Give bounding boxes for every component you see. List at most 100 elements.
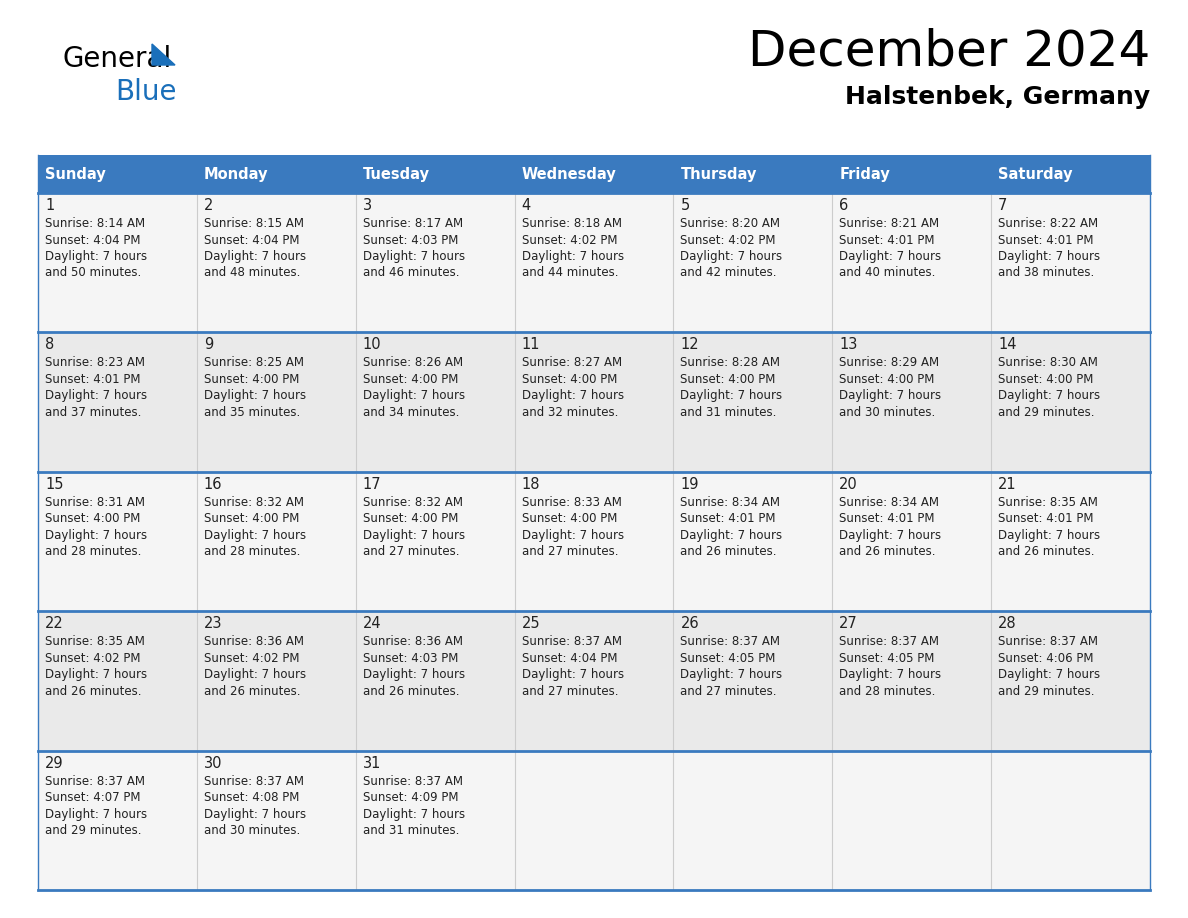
Text: 24: 24 bbox=[362, 616, 381, 632]
Text: 21: 21 bbox=[998, 476, 1017, 492]
Text: and 31 minutes.: and 31 minutes. bbox=[362, 824, 459, 837]
Polygon shape bbox=[152, 44, 175, 65]
Text: Daylight: 7 hours: Daylight: 7 hours bbox=[204, 389, 307, 402]
Text: Daylight: 7 hours: Daylight: 7 hours bbox=[998, 250, 1100, 263]
Text: Sunrise: 8:23 AM: Sunrise: 8:23 AM bbox=[45, 356, 145, 369]
Text: Daylight: 7 hours: Daylight: 7 hours bbox=[45, 389, 147, 402]
Text: Sunrise: 8:34 AM: Sunrise: 8:34 AM bbox=[839, 496, 940, 509]
Text: Daylight: 7 hours: Daylight: 7 hours bbox=[45, 250, 147, 263]
Text: 8: 8 bbox=[45, 338, 55, 353]
Text: 28: 28 bbox=[998, 616, 1017, 632]
Bar bbox=[833, 472, 991, 611]
Text: and 27 minutes.: and 27 minutes. bbox=[681, 685, 777, 698]
Text: Sunrise: 8:26 AM: Sunrise: 8:26 AM bbox=[362, 356, 463, 369]
Text: and 32 minutes.: and 32 minutes. bbox=[522, 406, 618, 419]
Text: and 28 minutes.: and 28 minutes. bbox=[204, 545, 301, 558]
Bar bbox=[674, 611, 833, 751]
Bar bbox=[674, 155, 833, 193]
Text: Sunset: 4:04 PM: Sunset: 4:04 PM bbox=[204, 233, 299, 247]
Bar bbox=[514, 155, 674, 193]
Bar bbox=[991, 751, 1150, 890]
Text: 22: 22 bbox=[45, 616, 64, 632]
Bar bbox=[38, 472, 197, 611]
Text: Sunrise: 8:22 AM: Sunrise: 8:22 AM bbox=[998, 217, 1098, 230]
Bar bbox=[38, 751, 197, 890]
Text: Daylight: 7 hours: Daylight: 7 hours bbox=[522, 668, 624, 681]
Bar bbox=[674, 751, 833, 890]
Text: and 28 minutes.: and 28 minutes. bbox=[839, 685, 936, 698]
Text: 19: 19 bbox=[681, 476, 699, 492]
Text: Daylight: 7 hours: Daylight: 7 hours bbox=[522, 250, 624, 263]
Text: Sunrise: 8:37 AM: Sunrise: 8:37 AM bbox=[839, 635, 940, 648]
Bar bbox=[674, 472, 833, 611]
Text: Sunset: 4:01 PM: Sunset: 4:01 PM bbox=[839, 233, 935, 247]
Text: Sunset: 4:07 PM: Sunset: 4:07 PM bbox=[45, 791, 140, 804]
Text: and 37 minutes.: and 37 minutes. bbox=[45, 406, 141, 419]
Text: Daylight: 7 hours: Daylight: 7 hours bbox=[45, 668, 147, 681]
Bar bbox=[833, 155, 991, 193]
Bar bbox=[355, 155, 514, 193]
Text: Sunrise: 8:37 AM: Sunrise: 8:37 AM bbox=[522, 635, 621, 648]
Text: General: General bbox=[62, 45, 171, 73]
Text: 13: 13 bbox=[839, 338, 858, 353]
Text: Sunset: 4:00 PM: Sunset: 4:00 PM bbox=[204, 373, 299, 386]
Text: Sunset: 4:00 PM: Sunset: 4:00 PM bbox=[522, 373, 617, 386]
Text: Sunrise: 8:37 AM: Sunrise: 8:37 AM bbox=[204, 775, 304, 788]
Bar bbox=[355, 193, 514, 332]
Text: Sunset: 4:01 PM: Sunset: 4:01 PM bbox=[998, 512, 1094, 525]
Text: 4: 4 bbox=[522, 198, 531, 213]
Text: Daylight: 7 hours: Daylight: 7 hours bbox=[681, 668, 783, 681]
Text: Sunrise: 8:35 AM: Sunrise: 8:35 AM bbox=[45, 635, 145, 648]
Text: Sunset: 4:02 PM: Sunset: 4:02 PM bbox=[681, 233, 776, 247]
Bar bbox=[514, 611, 674, 751]
Text: Sunset: 4:08 PM: Sunset: 4:08 PM bbox=[204, 791, 299, 804]
Text: Daylight: 7 hours: Daylight: 7 hours bbox=[998, 389, 1100, 402]
Text: Saturday: Saturday bbox=[998, 166, 1073, 182]
Text: Sunrise: 8:32 AM: Sunrise: 8:32 AM bbox=[204, 496, 304, 509]
Bar bbox=[991, 193, 1150, 332]
Text: Daylight: 7 hours: Daylight: 7 hours bbox=[204, 808, 307, 821]
Text: Sunrise: 8:36 AM: Sunrise: 8:36 AM bbox=[204, 635, 304, 648]
Text: and 26 minutes.: and 26 minutes. bbox=[362, 685, 460, 698]
Text: Sunset: 4:03 PM: Sunset: 4:03 PM bbox=[362, 233, 459, 247]
Text: and 46 minutes.: and 46 minutes. bbox=[362, 266, 460, 279]
Text: Sunset: 4:00 PM: Sunset: 4:00 PM bbox=[839, 373, 935, 386]
Text: Daylight: 7 hours: Daylight: 7 hours bbox=[839, 668, 941, 681]
Bar bbox=[38, 193, 197, 332]
Text: and 38 minutes.: and 38 minutes. bbox=[998, 266, 1094, 279]
Text: and 26 minutes.: and 26 minutes. bbox=[45, 685, 141, 698]
Text: Sunset: 4:02 PM: Sunset: 4:02 PM bbox=[45, 652, 140, 665]
Text: Sunrise: 8:31 AM: Sunrise: 8:31 AM bbox=[45, 496, 145, 509]
Bar bbox=[514, 472, 674, 611]
Text: Sunrise: 8:37 AM: Sunrise: 8:37 AM bbox=[681, 635, 781, 648]
Text: Sunset: 4:01 PM: Sunset: 4:01 PM bbox=[998, 233, 1094, 247]
Text: 9: 9 bbox=[204, 338, 213, 353]
Text: 11: 11 bbox=[522, 338, 541, 353]
Text: Sunrise: 8:15 AM: Sunrise: 8:15 AM bbox=[204, 217, 304, 230]
Text: Daylight: 7 hours: Daylight: 7 hours bbox=[45, 529, 147, 542]
Text: Sunset: 4:03 PM: Sunset: 4:03 PM bbox=[362, 652, 459, 665]
Text: Sunset: 4:09 PM: Sunset: 4:09 PM bbox=[362, 791, 459, 804]
Text: Daylight: 7 hours: Daylight: 7 hours bbox=[362, 250, 465, 263]
Text: and 35 minutes.: and 35 minutes. bbox=[204, 406, 301, 419]
Text: and 40 minutes.: and 40 minutes. bbox=[839, 266, 936, 279]
Text: Daylight: 7 hours: Daylight: 7 hours bbox=[681, 250, 783, 263]
Text: Daylight: 7 hours: Daylight: 7 hours bbox=[362, 389, 465, 402]
Bar bbox=[833, 193, 991, 332]
Text: Daylight: 7 hours: Daylight: 7 hours bbox=[839, 389, 941, 402]
Text: Sunrise: 8:17 AM: Sunrise: 8:17 AM bbox=[362, 217, 463, 230]
Text: and 48 minutes.: and 48 minutes. bbox=[204, 266, 301, 279]
Text: Sunrise: 8:14 AM: Sunrise: 8:14 AM bbox=[45, 217, 145, 230]
Text: Thursday: Thursday bbox=[681, 166, 757, 182]
Text: Sunset: 4:02 PM: Sunset: 4:02 PM bbox=[204, 652, 299, 665]
Text: and 34 minutes.: and 34 minutes. bbox=[362, 406, 459, 419]
Text: Daylight: 7 hours: Daylight: 7 hours bbox=[204, 250, 307, 263]
Text: Wednesday: Wednesday bbox=[522, 166, 617, 182]
Text: Sunrise: 8:28 AM: Sunrise: 8:28 AM bbox=[681, 356, 781, 369]
Text: and 26 minutes.: and 26 minutes. bbox=[681, 545, 777, 558]
Text: Daylight: 7 hours: Daylight: 7 hours bbox=[681, 389, 783, 402]
Bar bbox=[197, 472, 355, 611]
Text: and 44 minutes.: and 44 minutes. bbox=[522, 266, 618, 279]
Text: 27: 27 bbox=[839, 616, 858, 632]
Bar bbox=[355, 751, 514, 890]
